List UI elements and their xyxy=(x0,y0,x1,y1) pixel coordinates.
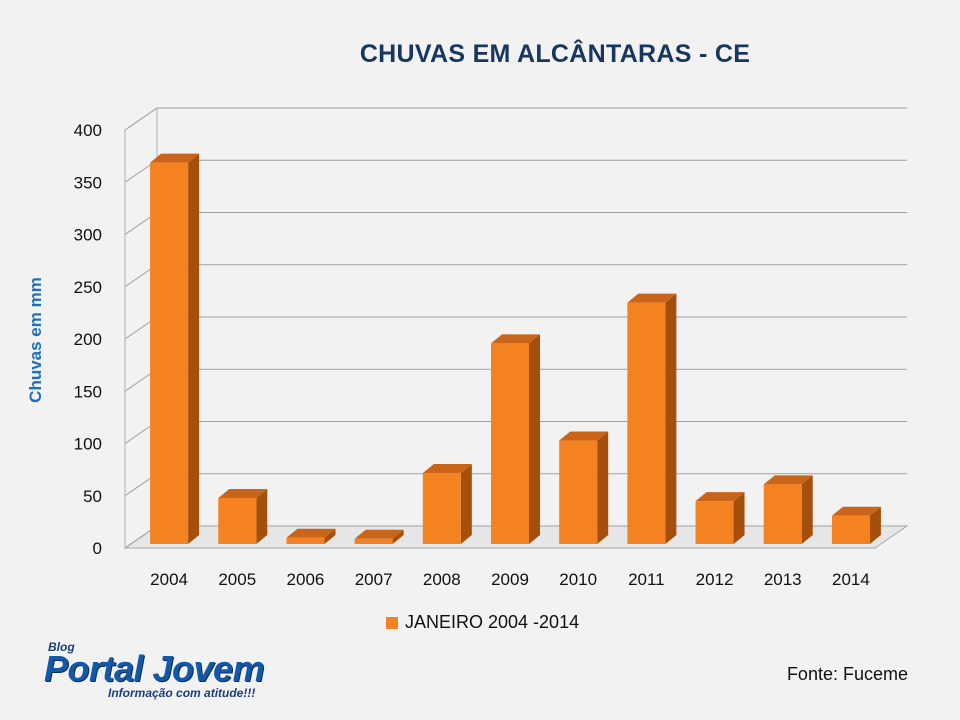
bar-front xyxy=(559,440,598,544)
bar-top xyxy=(218,489,268,499)
y-tick-label: 100 xyxy=(74,435,102,454)
logo-blog-label: Blog xyxy=(48,640,75,654)
bar xyxy=(218,489,268,544)
legend: JANEIRO 2004 -2014 xyxy=(386,612,579,633)
bar-front xyxy=(286,537,325,544)
x-tick-label: 2007 xyxy=(355,570,393,589)
bar xyxy=(354,529,404,544)
bar xyxy=(559,431,609,544)
bar-side xyxy=(801,475,813,544)
source-note: Fonte: Fuceme xyxy=(786,664,908,684)
x-tick-label: 2004 xyxy=(150,570,188,589)
x-tick-label: 2014 xyxy=(832,570,870,589)
x-tick-label: 2013 xyxy=(764,570,802,589)
bar xyxy=(763,475,813,544)
bar-front xyxy=(831,515,870,544)
bars xyxy=(150,153,881,544)
bar-front xyxy=(218,498,257,544)
bar-top xyxy=(354,529,404,539)
bar-side xyxy=(392,529,404,544)
bar xyxy=(286,528,336,544)
chart-title: CHUVAS EM ALCÂNTARAS - CE xyxy=(359,40,751,68)
bar xyxy=(491,334,540,544)
legend-label: JANEIRO 2004 -2014 xyxy=(405,612,580,632)
bar xyxy=(695,492,745,544)
x-tick-labels: 2004 2005 2006 2007 2008 2009 2010 2011 2012 2013… xyxy=(150,570,870,589)
bar-side xyxy=(256,489,268,544)
x-tick-label: 2006 xyxy=(287,570,325,589)
bar-front xyxy=(763,484,802,544)
bar-top xyxy=(559,431,609,441)
bar-top xyxy=(627,293,677,303)
bar-side xyxy=(733,492,745,544)
y-axis-label: Chuvas em mm xyxy=(26,277,45,403)
bar-top xyxy=(695,492,745,502)
logo-tagline: Informação com atitude!!! xyxy=(108,686,256,700)
x-tick-label: 2008 xyxy=(423,570,461,589)
x-tick-label: 2005 xyxy=(218,570,256,589)
blog-logo: Blog Portal Jovem Informação com atitude… xyxy=(44,640,304,706)
y-tick-label: 200 xyxy=(74,330,102,349)
bar-side xyxy=(324,528,336,544)
bar xyxy=(150,153,200,544)
y-tick-label: 50 xyxy=(83,487,102,506)
bar-side xyxy=(529,334,540,544)
bar-side xyxy=(665,293,677,544)
y-tick-label: 150 xyxy=(74,382,102,401)
bar-side xyxy=(460,463,472,544)
bar-top xyxy=(150,153,200,163)
y-tick-labels: 0 50 100 150 200 250 300 350 400 xyxy=(74,121,102,558)
bar-top xyxy=(491,334,540,344)
bar-top xyxy=(763,475,813,485)
bar-top xyxy=(831,506,881,516)
bar-front xyxy=(422,472,461,544)
bar-side xyxy=(597,431,609,544)
bar-front xyxy=(150,162,189,544)
bar xyxy=(627,293,677,544)
x-tick-label: 2009 xyxy=(491,570,529,589)
bar-top xyxy=(286,528,336,538)
bar-front xyxy=(627,302,666,544)
gridline-left xyxy=(124,107,158,131)
bar-front xyxy=(491,343,529,544)
y-tick-label: 350 xyxy=(74,173,102,192)
x-tick-label: 2012 xyxy=(696,570,734,589)
y-tick-label: 300 xyxy=(74,226,102,245)
bar xyxy=(422,463,472,544)
bar-side xyxy=(869,506,881,544)
legend-swatch xyxy=(386,616,398,629)
bar-side xyxy=(188,153,200,544)
logo-name: Portal Jovem xyxy=(44,648,265,689)
bar-front xyxy=(354,538,393,544)
x-tick-label: 2010 xyxy=(559,570,597,589)
y-tick-label: 400 xyxy=(74,121,102,140)
bar xyxy=(831,506,881,544)
bar-front xyxy=(695,501,734,544)
y-tick-label: 0 xyxy=(93,539,102,558)
bar-top xyxy=(422,463,472,473)
y-tick-label: 250 xyxy=(74,278,102,297)
x-tick-label: 2011 xyxy=(628,570,665,589)
